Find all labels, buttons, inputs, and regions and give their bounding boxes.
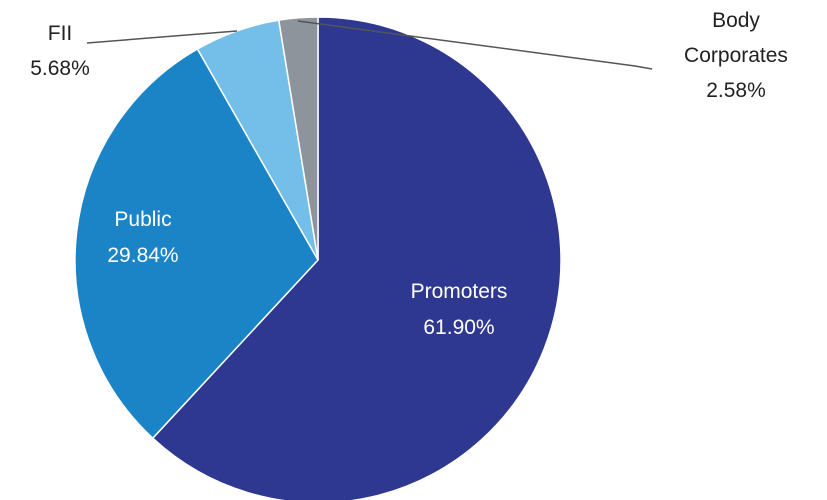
data-label-name: Body <box>712 9 760 32</box>
pie-slice-public <box>74 47 319 440</box>
data-label-promoters: Promoters 61.90% <box>411 280 508 339</box>
data-label-value: 61.90% <box>423 316 494 339</box>
pie-slice-promoters <box>151 16 562 500</box>
data-label-value: 5.68% <box>30 57 90 80</box>
slice-labels: Promoters 61.90% Public 29.84% FII 5.68% Body C… <box>30 9 788 339</box>
data-label-fii: FII 5.68% <box>30 22 90 80</box>
leader-line-body-corporates <box>297 20 653 70</box>
leader-lines <box>86 20 653 70</box>
leader-line-fii <box>86 30 238 44</box>
data-label-name: FII <box>48 22 73 45</box>
data-label-body-corporates: Body Corporates 2.58% <box>684 9 788 102</box>
data-label-name: Public <box>114 208 171 231</box>
data-label-value: 29.84% <box>107 244 178 267</box>
pie-slices <box>74 16 562 500</box>
data-label-value: 2.58% <box>706 79 766 102</box>
data-label-name: Promoters <box>411 280 508 303</box>
data-label-name: Corporates <box>684 44 788 67</box>
pie-slice-body-corporates <box>277 16 319 261</box>
data-label-public: Public 29.84% <box>107 208 178 267</box>
